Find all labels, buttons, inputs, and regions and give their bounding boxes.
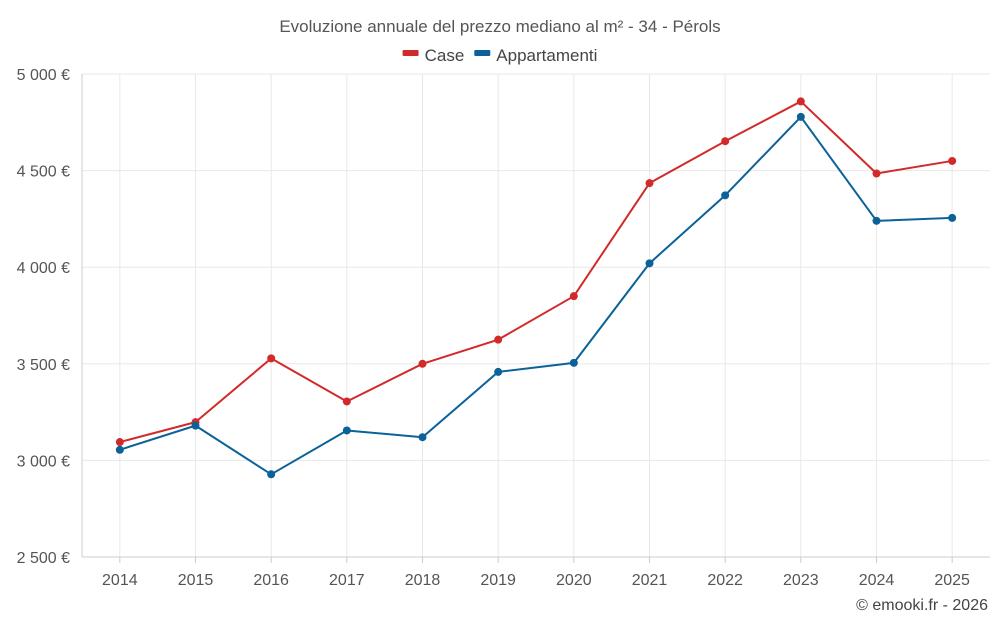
- data-point-case-2016[interactable]: [267, 354, 276, 363]
- legend: Case Appartamenti: [402, 46, 597, 65]
- x-tick-label: 2019: [480, 572, 516, 589]
- credit-text: © emooki.fr - 2026: [856, 597, 988, 614]
- data-point-appartamenti-2021[interactable]: [645, 259, 654, 268]
- data-point-appartamenti-2022[interactable]: [721, 191, 730, 200]
- x-tick-label: 2022: [707, 572, 743, 589]
- data-point-appartamenti-2025[interactable]: [948, 213, 957, 222]
- x-tick-label: 2017: [329, 572, 365, 589]
- data-point-case-2023[interactable]: [796, 97, 805, 106]
- data-point-case-2025[interactable]: [948, 156, 957, 165]
- series-line-case: [119, 100, 953, 444]
- x-tick-label: 2015: [178, 572, 214, 589]
- data-point-case-2022[interactable]: [721, 137, 730, 146]
- y-axis: 2 500 € 3 000 € 3 500 € 4 000 € 4 500 € 5 000…: [17, 67, 83, 567]
- data-point-appartamenti-2016[interactable]: [267, 470, 276, 479]
- x-tick-label: 2025: [934, 572, 970, 589]
- chart-title: Evoluzione annuale del prezzo mediano al…: [279, 17, 720, 36]
- legend-label: Appartamenti: [496, 46, 597, 65]
- data-point-case-2017[interactable]: [342, 397, 351, 406]
- data-point-case-2018[interactable]: [418, 359, 427, 368]
- series-line-appartamenti: [119, 115, 953, 476]
- y-tick-label: 5 000 €: [17, 67, 70, 84]
- x-tick-label: 2016: [253, 572, 289, 589]
- data-point-appartamenti-2019[interactable]: [494, 367, 503, 376]
- x-tick-label: 2024: [859, 572, 895, 589]
- data-point-case-2020[interactable]: [569, 292, 578, 301]
- x-tick-label: 2014: [102, 572, 138, 589]
- data-point-case-2014[interactable]: [115, 438, 124, 447]
- x-axis: 2014 2015 2016 2017 2018 2019 2020 2021 2022 2023…: [82, 556, 990, 589]
- data-point-appartamenti-2024[interactable]: [872, 216, 881, 225]
- data-point-appartamenti-2014[interactable]: [115, 445, 124, 454]
- data-point-appartamenti-2023[interactable]: [796, 112, 805, 121]
- data-point-case-2024[interactable]: [872, 169, 881, 178]
- y-tick-label: 3 500 €: [17, 357, 70, 374]
- y-tick-label: 4 000 €: [17, 260, 70, 277]
- x-tick-label: 2023: [783, 572, 819, 589]
- x-tick-label: 2018: [405, 572, 441, 589]
- y-tick-label: 4 500 €: [17, 164, 70, 181]
- y-tick-label: 2 500 €: [17, 550, 70, 567]
- data-point-appartamenti-2015[interactable]: [191, 421, 200, 430]
- grid: [82, 73, 990, 558]
- legend-item-appartamenti[interactable]: Appartamenti: [474, 46, 597, 65]
- y-tick-label: 3 000 €: [17, 453, 70, 470]
- x-tick-label: 2021: [632, 572, 668, 589]
- data-point-appartamenti-2018[interactable]: [418, 433, 427, 442]
- x-tick-label: 2020: [556, 572, 592, 589]
- legend-swatch: [402, 50, 419, 56]
- data-point-case-2021[interactable]: [645, 179, 654, 188]
- series-lines: [119, 100, 953, 476]
- legend-item-case[interactable]: Case: [402, 46, 465, 65]
- data-point-case-2019[interactable]: [494, 335, 503, 344]
- data-point-appartamenti-2020[interactable]: [569, 358, 578, 367]
- data-point-appartamenti-2017[interactable]: [342, 426, 351, 435]
- series-points: [115, 97, 957, 479]
- legend-swatch: [474, 50, 491, 56]
- legend-label: Case: [425, 46, 465, 65]
